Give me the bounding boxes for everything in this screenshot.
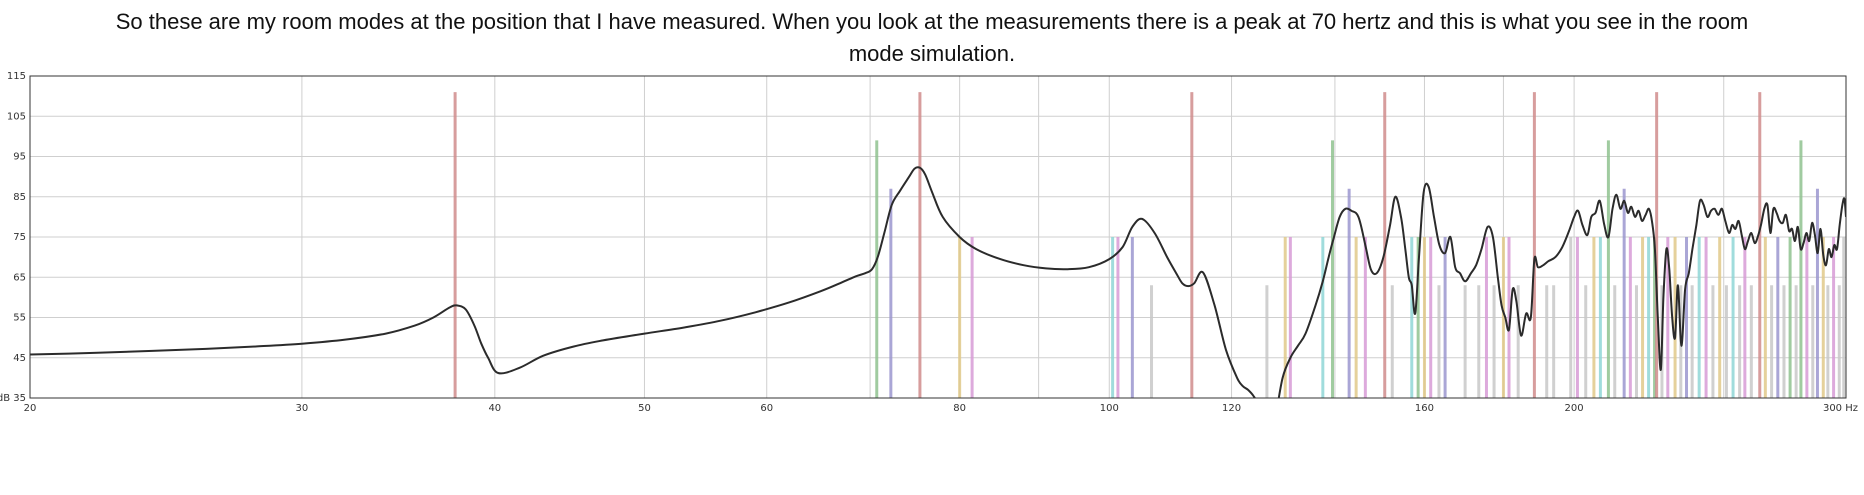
x-tick-label: 40 [488,403,501,414]
y-tick-label: 65 [13,272,26,283]
x-tick-label: 50 [638,403,651,414]
grid [29,75,1847,399]
x-tick-label: 160 [1415,403,1434,414]
room-mode-bars [453,92,1846,398]
y-tick-label: 115 [7,71,26,82]
response-curve-layer [30,166,1846,398]
x-tick-label: 60 [760,403,773,414]
frequency-response-curve [30,166,1846,398]
y-tick-label: 95 [13,152,26,163]
x-tick-label: 80 [953,403,966,414]
chart-caption: So these are my room modes at the positi… [0,6,1864,70]
y-tick-label: 85 [13,192,26,203]
y-tick-label: 75 [13,232,26,243]
y-tick-label: 55 [13,313,26,324]
y-tick-label: dB 35 [0,393,26,404]
x-tick-label: 120 [1222,403,1241,414]
y-tick-label: 105 [7,111,26,122]
x-tick-label: 200 [1565,403,1584,414]
caption-line-2: mode simulation. [848,41,1016,66]
plot-frame [29,75,1847,399]
x-tick-label: 20 [24,403,37,414]
axis-ticks: 20 30 40 50 60 80 100 120 160 200 300 Hz dB 35 45 55 6… [0,71,1858,414]
caption-line-1: So these are my room modes at the positi… [115,9,1749,34]
y-tick-label: 45 [13,353,26,364]
x-tick-label: 300 Hz [1823,403,1858,414]
x-tick-label: 100 [1100,403,1119,414]
x-tick-label: 30 [296,403,309,414]
